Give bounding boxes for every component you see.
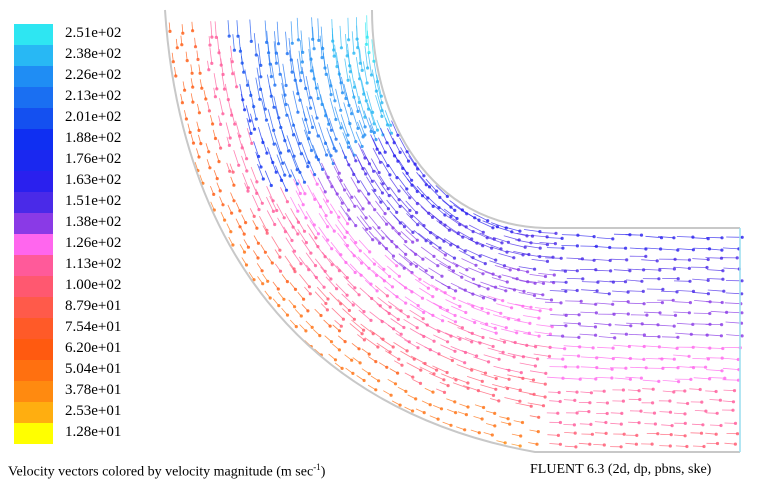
legend-entry: 1.26e+02 — [10, 234, 150, 255]
legend-entry: 1.76e+02 — [10, 150, 150, 171]
legend-swatch — [14, 171, 53, 192]
legend-label: 2.38e+02 — [65, 46, 122, 62]
velocity-vectors — [168, 15, 744, 449]
legend-label: 1.88e+02 — [65, 130, 122, 146]
legend-swatch — [14, 87, 53, 108]
legend-label: 1.26e+02 — [65, 235, 122, 251]
legend-swatch — [14, 255, 53, 276]
legend-entry: 1.00e+02 — [10, 276, 150, 297]
legend-label: 1.28e+01 — [65, 424, 122, 440]
legend-label: 2.26e+02 — [65, 67, 122, 83]
legend-entry: 1.63e+02 — [10, 171, 150, 192]
legend-swatch — [14, 192, 53, 213]
legend-label: 6.20e+01 — [65, 340, 122, 356]
inner-wall — [371, 9, 740, 229]
legend-entry: 8.79e+01 — [10, 297, 150, 318]
caption-solver-info: FLUENT 6.3 (2d, dp, pbns, ske) — [530, 462, 712, 477]
velocity-vector-plot — [164, 9, 744, 453]
legend-label: 1.13e+02 — [65, 256, 122, 272]
legend-label: 2.13e+02 — [65, 88, 122, 104]
legend-entry: 1.28e+01 — [10, 423, 150, 444]
legend-label: 2.01e+02 — [65, 109, 122, 125]
legend-entry: 7.54e+01 — [10, 318, 150, 339]
legend-swatch — [14, 108, 53, 129]
legend-label: 3.78e+01 — [65, 382, 122, 398]
legend-swatch — [14, 318, 53, 339]
legend-entry: 3.78e+01 — [10, 381, 150, 402]
legend-swatch — [14, 423, 53, 444]
legend-label: 1.51e+02 — [65, 193, 122, 209]
legend-swatch — [14, 402, 53, 423]
outer-wall — [164, 9, 740, 453]
legend-label: 2.53e+01 — [65, 403, 122, 419]
legend-swatch — [14, 150, 53, 171]
legend-swatch — [14, 276, 53, 297]
legend-entry: 2.38e+02 — [10, 45, 150, 66]
legend-label: 7.54e+01 — [65, 319, 122, 335]
legend-entry: 1.13e+02 — [10, 255, 150, 276]
legend-swatch — [14, 24, 53, 45]
legend-label: 2.51e+02 — [65, 25, 122, 41]
legend-swatch — [14, 360, 53, 381]
legend-entry: 2.51e+02 — [10, 24, 150, 45]
caption-vector-description: Velocity vectors colored by velocity mag… — [8, 462, 326, 480]
legend-entry: 2.26e+02 — [10, 66, 150, 87]
legend-swatch — [14, 234, 53, 255]
legend-swatch — [14, 381, 53, 402]
legend-label: 1.76e+02 — [65, 151, 122, 167]
legend-swatch — [14, 339, 53, 360]
legend-entry: 2.53e+01 — [10, 402, 150, 423]
legend-swatch — [14, 45, 53, 66]
legend-entry: 2.01e+02 — [10, 108, 150, 129]
legend-label: 1.63e+02 — [65, 172, 122, 188]
legend-label: 1.00e+02 — [65, 277, 122, 293]
legend-swatch — [14, 297, 53, 318]
legend-entry: 1.88e+02 — [10, 129, 150, 150]
legend-entry: 5.04e+01 — [10, 360, 150, 381]
legend-swatch — [14, 129, 53, 150]
legend-entry: 1.38e+02 — [10, 213, 150, 234]
legend-label: 8.79e+01 — [65, 298, 122, 314]
legend-label: 5.04e+01 — [65, 361, 122, 377]
legend-label: 1.38e+02 — [65, 214, 122, 230]
legend-entry: 2.13e+02 — [10, 87, 150, 108]
legend-entry: 1.51e+02 — [10, 192, 150, 213]
legend-entry: 6.20e+01 — [10, 339, 150, 360]
legend-swatch — [14, 213, 53, 234]
legend-swatch — [14, 66, 53, 87]
